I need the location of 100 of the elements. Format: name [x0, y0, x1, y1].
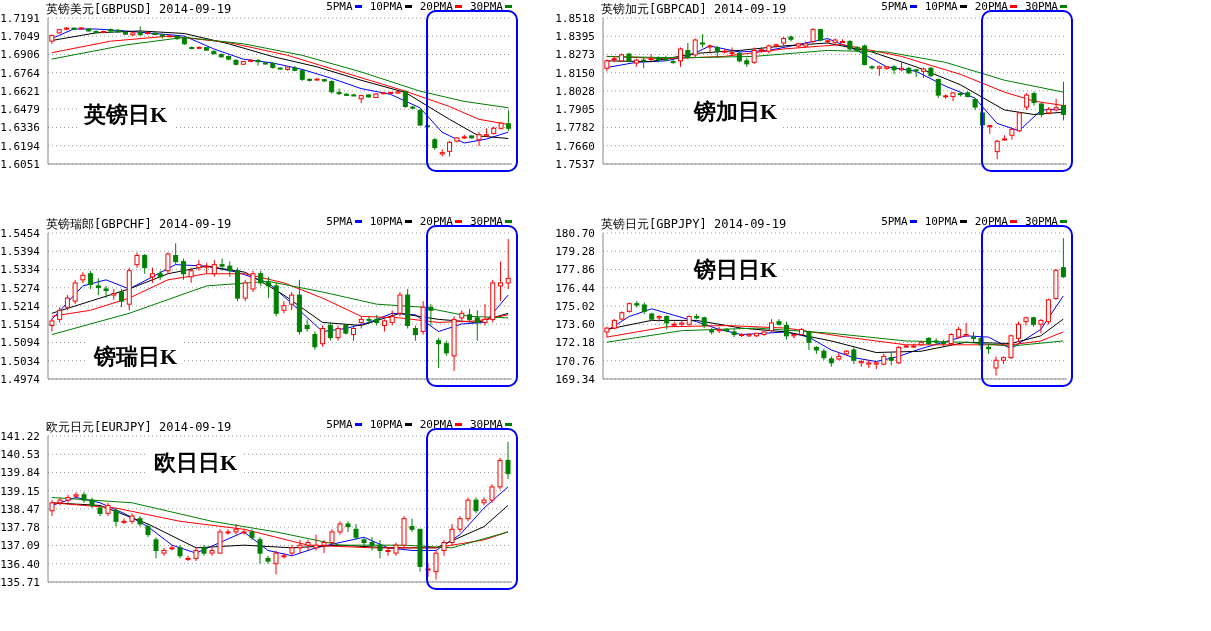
y-tick-label: 1.5274 — [0, 281, 41, 295]
y-tick-label: 180.70 — [555, 226, 595, 240]
legend-label: 30PMA — [1024, 215, 1059, 228]
legend-label: 10PMA — [369, 0, 404, 13]
candlestick — [707, 43, 713, 54]
legend-label: 30PMA — [469, 215, 504, 228]
y-tick-label: 1.7905 — [555, 103, 595, 117]
candlestick — [891, 64, 897, 75]
candlestick — [265, 555, 271, 565]
candlestick — [241, 528, 247, 536]
candlestick — [1016, 111, 1022, 133]
candlestick — [481, 496, 487, 506]
y-tick-label: 1.5454 — [0, 226, 41, 240]
legend-label: 20PMA — [419, 418, 454, 431]
y-tick-label: 1.8150 — [555, 66, 595, 80]
y-tick-label: 1.7660 — [555, 139, 595, 153]
y-tick-label: 1.6051 — [0, 157, 40, 171]
candlestick — [180, 258, 186, 281]
candlestick — [776, 318, 782, 327]
candlestick — [242, 279, 248, 302]
legend-label: 5PMA — [881, 215, 909, 228]
candlestick — [113, 507, 119, 528]
candlestick — [103, 285, 109, 299]
y-tick-label: 1.5034 — [0, 354, 41, 368]
candlestick — [963, 322, 969, 338]
y-tick-label: 172.18 — [555, 336, 595, 350]
y-tick-label: 1.6479 — [0, 103, 40, 117]
candlestick — [119, 288, 125, 308]
candlestick — [173, 242, 179, 266]
candlestick — [169, 544, 175, 551]
candlestick — [1045, 298, 1051, 325]
y-tick-label: 136.40 — [0, 557, 40, 571]
annotation: 镑瑞日K — [88, 340, 184, 374]
line-series — [606, 38, 1064, 132]
candlestick — [449, 523, 455, 546]
candlestick — [433, 549, 439, 581]
candlestick — [320, 324, 326, 348]
candlestick — [196, 259, 202, 272]
y-tick-label: 1.4974 — [0, 372, 41, 386]
y-tick-label: 1.8028 — [555, 84, 595, 98]
candlestick — [273, 549, 279, 575]
candlestick — [1038, 318, 1044, 334]
y-tick-label: 179.28 — [555, 245, 595, 259]
y-tick-label: 1.7537 — [555, 157, 595, 171]
y-tick-label: 1.5154 — [0, 318, 41, 332]
annotation: 镑日日K — [688, 253, 784, 287]
candlestick — [489, 483, 495, 504]
chart-title: 英镑加元[GBPCAD] 2014-09-19 — [601, 1, 787, 18]
candlestick — [165, 251, 171, 275]
candlestick — [281, 552, 287, 559]
y-tick-label: 176.44 — [555, 281, 596, 295]
candlestick — [791, 332, 797, 339]
y-tick-label: 170.76 — [555, 354, 595, 368]
y-tick-label: 138.47 — [0, 502, 40, 516]
candlestick — [993, 355, 999, 377]
candlestick — [72, 279, 78, 305]
legend-label: 20PMA — [419, 215, 454, 228]
candlestick — [153, 536, 159, 559]
y-tick-label: 1.8273 — [555, 48, 595, 62]
y-tick-label: 1.5214 — [0, 299, 41, 313]
y-tick-label: 139.15 — [0, 484, 40, 498]
legend-label: 5PMA — [326, 0, 354, 13]
candlestick — [142, 253, 148, 275]
candlestick — [505, 238, 511, 290]
candlestick — [257, 536, 263, 565]
y-tick-label: 1.5334 — [0, 263, 41, 277]
chart-title: 英镑瑞郎[GBPCHF] 2014-09-19 — [46, 216, 232, 233]
candlestick — [505, 441, 511, 480]
candlestick — [869, 64, 875, 71]
legend-label: 10PMA — [369, 215, 404, 228]
candlestick — [185, 555, 191, 562]
candlestick — [428, 303, 434, 326]
candlestick — [436, 337, 442, 369]
legend-label: 10PMA — [369, 418, 404, 431]
candlestick — [505, 109, 511, 132]
candlestick — [366, 315, 372, 325]
candlestick — [121, 518, 127, 525]
y-tick-label: 1.5094 — [0, 336, 41, 350]
candlestick — [225, 528, 231, 536]
candlestick — [648, 53, 654, 63]
y-tick-label: 139.84 — [0, 466, 41, 480]
y-tick-label: 1.5394 — [0, 245, 41, 259]
candlestick — [476, 131, 482, 147]
legend-label: 30PMA — [1024, 0, 1059, 13]
legend-label: 30PMA — [469, 0, 504, 13]
candlestick — [161, 547, 167, 557]
y-tick-label: 175.02 — [555, 299, 595, 313]
candlestick — [336, 88, 342, 96]
y-tick-label: 1.8395 — [555, 30, 595, 44]
candlestick — [746, 332, 752, 338]
y-tick-label: 173.60 — [555, 318, 595, 332]
legend-label: 5PMA — [326, 418, 354, 431]
y-tick-label: 137.09 — [0, 539, 40, 553]
candlestick — [409, 518, 415, 533]
candlestick — [994, 139, 1000, 160]
legend-label: 30PMA — [469, 418, 504, 431]
candlestick — [1060, 237, 1066, 279]
y-tick-label: 1.6621 — [0, 84, 40, 98]
annotation: 镑加日K — [688, 95, 784, 129]
legend-label: 5PMA — [881, 0, 909, 13]
